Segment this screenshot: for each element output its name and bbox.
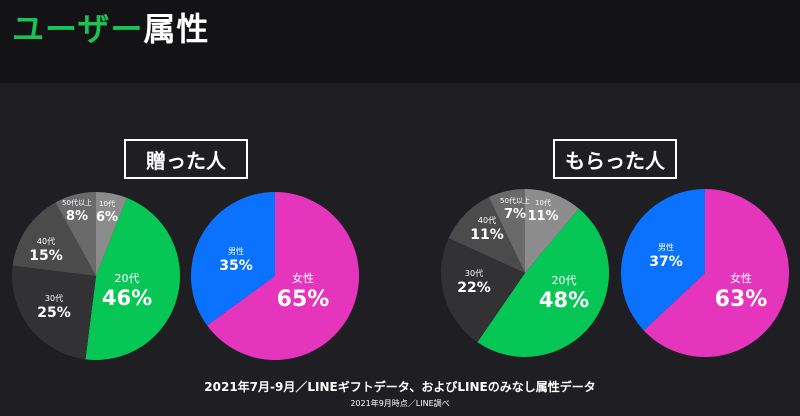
pie-2-slice-1-value: 65% — [277, 287, 330, 312]
pie-1-slice-4 — [12, 202, 96, 276]
footer-source: 2021年7月-9月／LINEギフトデータ、およびLINEのみなし属性データ — [204, 380, 596, 394]
pie-3-slice-3-label: 30代 — [465, 268, 483, 278]
pie-3-slice-5 — [488, 188, 525, 273]
page-title: ユーザー属性 — [12, 4, 209, 50]
pie-1-slice-3-label: 30代 — [45, 293, 63, 303]
pie-3-slice-4-label: 40代 — [478, 215, 496, 225]
pie-1-slice-1-label: 10代 — [99, 199, 115, 208]
pie-4-slice-1-value: 63% — [715, 287, 768, 312]
pie-3-slice-1-label: 10代 — [535, 198, 551, 207]
pie-4-slice-2 — [621, 189, 705, 331]
pie-1-slice-1-value: 6% — [96, 210, 118, 225]
pie-2-slice-1-label: 女性 — [292, 271, 314, 285]
pie-2-slice-1 — [207, 191, 360, 360]
footer-note: 2021年9月時点／LINE調べ — [350, 399, 450, 408]
pie-1-slice-3-value: 25% — [37, 305, 71, 321]
panel-label-givers: 贈った人 — [124, 139, 248, 179]
pie-4-slice-2-value: 37% — [649, 254, 683, 270]
pie-3-slice-3-value: 22% — [457, 280, 491, 296]
pie-2-slice-2-value: 35% — [219, 258, 253, 274]
pie-1-slice-5-label: 50代以上 — [62, 198, 92, 207]
page-title-accent: ユーザー — [12, 10, 144, 48]
pie-4-slice-1 — [643, 189, 790, 357]
pie-1-slice-1 — [96, 192, 127, 276]
pie-1-slice-3 — [11, 265, 96, 360]
pie-1-slice-4-value: 15% — [29, 248, 63, 264]
pie-1-slice-2 — [85, 197, 181, 361]
pie-1-slice-4-label: 40代 — [37, 236, 55, 246]
pie-1-slice-5 — [55, 191, 96, 276]
pie-4-slice-2-label: 男性 — [658, 242, 674, 252]
pie-3-slice-1 — [525, 189, 579, 273]
pie-3-slice-4 — [448, 197, 525, 273]
pie-3-slice-1-value: 11% — [527, 209, 558, 224]
pie-1-slice-2-label: 20代 — [115, 272, 140, 285]
pie-2-slice-2 — [191, 192, 275, 326]
pie-3-slice-4-value: 11% — [470, 227, 504, 243]
pie-4-slice-1-label: 女性 — [730, 271, 752, 285]
header-bar — [0, 0, 800, 83]
pie-1-slice-5-value: 8% — [66, 209, 88, 224]
pie-3-slice-2 — [477, 208, 609, 357]
pie-3-slice-5-label: 50代以上 — [500, 196, 530, 205]
pie-3-slice-2-label: 20代 — [552, 274, 577, 287]
pie-3-slice-5-value: 7% — [504, 207, 526, 222]
page-title-rest: 属性 — [143, 10, 210, 48]
pie-3-slice-3 — [441, 238, 525, 343]
pie-3-slice-2-value: 48% — [539, 288, 589, 312]
panel-label-receivers: もらった人 — [553, 139, 677, 179]
pie-1-slice-2-value: 46% — [102, 286, 152, 310]
pie-2-slice-2-label: 男性 — [228, 246, 244, 256]
